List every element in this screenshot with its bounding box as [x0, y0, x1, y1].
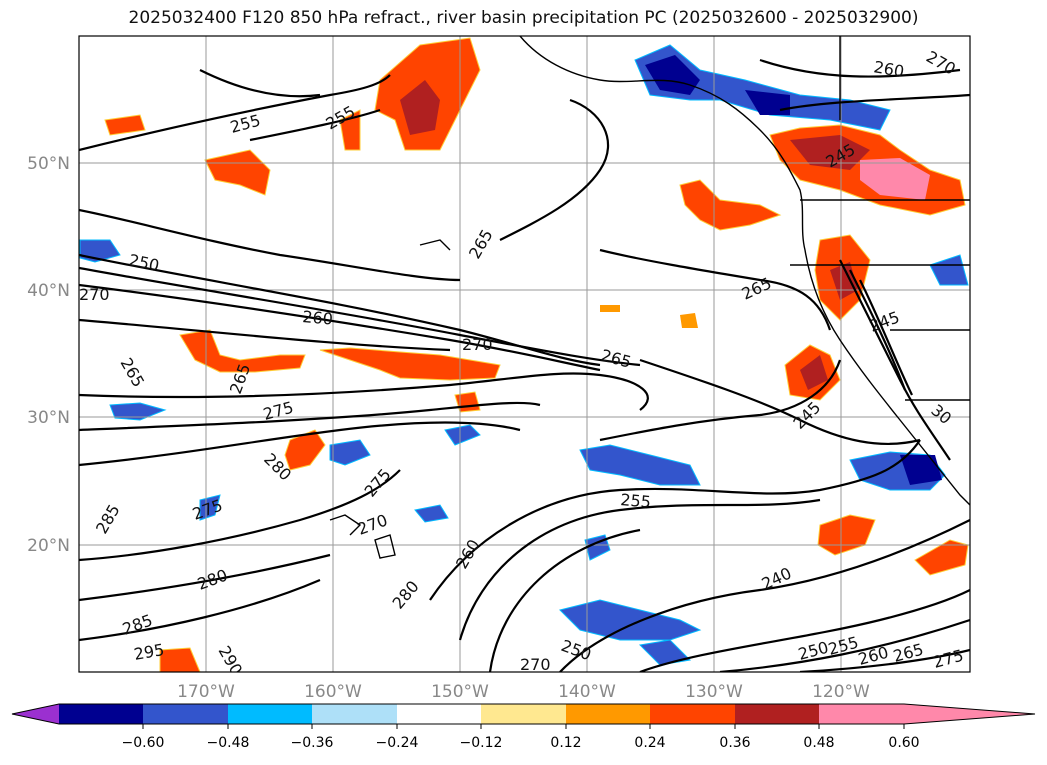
precip-patches [79, 37, 969, 672]
colorbar-tick-label: 0.24 [634, 735, 665, 751]
colorbar-extend-max [904, 704, 1035, 724]
colorbar-tick-label: 0.36 [719, 735, 750, 751]
coastlines [329, 36, 970, 559]
lon-label-150w: 150°W [431, 682, 489, 702]
colorbar-tick-label: −0.48 [207, 735, 250, 751]
contour-label: 255 [620, 490, 652, 512]
lon-label-130w: 130°W [685, 682, 743, 702]
lat-label-30n: 30°N [27, 408, 70, 428]
colorbar-bin [650, 704, 735, 724]
lat-label-40n: 40°N [27, 281, 70, 301]
contour-label: 270 [462, 335, 493, 354]
contour-label: 260 [302, 307, 334, 329]
graticule [79, 36, 970, 672]
lon-label-170w: 170°W [177, 682, 235, 702]
colorbar-extend-min [12, 704, 59, 724]
contour-lines [79, 58, 970, 672]
colorbar-bin [819, 704, 904, 724]
colorbar-bin [143, 704, 228, 724]
map-title: 2025032400 F120 850 hPa refract., river … [128, 8, 919, 28]
colorbar-tick-label: −0.60 [122, 735, 165, 751]
lat-label-20n: 20°N [27, 536, 70, 556]
colorbar-bin [481, 704, 566, 724]
colorbar-bin [397, 704, 482, 724]
longitude-labels: 170°W 160°W 150°W 140°W 130°W 120°W [177, 682, 870, 702]
lon-label-120w: 120°W [812, 682, 870, 702]
colorbar: −0.60 −0.48 −0.36 −0.24 −0.12 0.12 0.24 … [11, 703, 1036, 751]
colorbar-tick-label: 0.60 [888, 735, 919, 751]
colorbar-tick-label: −0.36 [291, 735, 334, 751]
colorbar-bin [228, 704, 313, 724]
lon-label-160w: 160°W [304, 682, 362, 702]
lon-label-140w: 140°W [558, 682, 616, 702]
colorbar-bin [566, 704, 651, 724]
colorbar-tick-label: −0.24 [376, 735, 419, 751]
contour-label: 270 [79, 285, 110, 304]
colorbar-bin [59, 704, 144, 724]
colorbar-tick-label: 0.48 [803, 735, 834, 751]
latitude-labels: 50°N 40°N 30°N 20°N [27, 154, 70, 556]
colorbar-tick-label: −0.12 [460, 735, 503, 751]
map-frame [78, 35, 971, 673]
colorbar-bin [735, 704, 820, 724]
lat-label-50n: 50°N [27, 154, 70, 174]
contour-label: 270 [520, 655, 551, 674]
colorbar-tick-label: 0.12 [550, 735, 581, 751]
colorbar-bin [312, 704, 397, 724]
